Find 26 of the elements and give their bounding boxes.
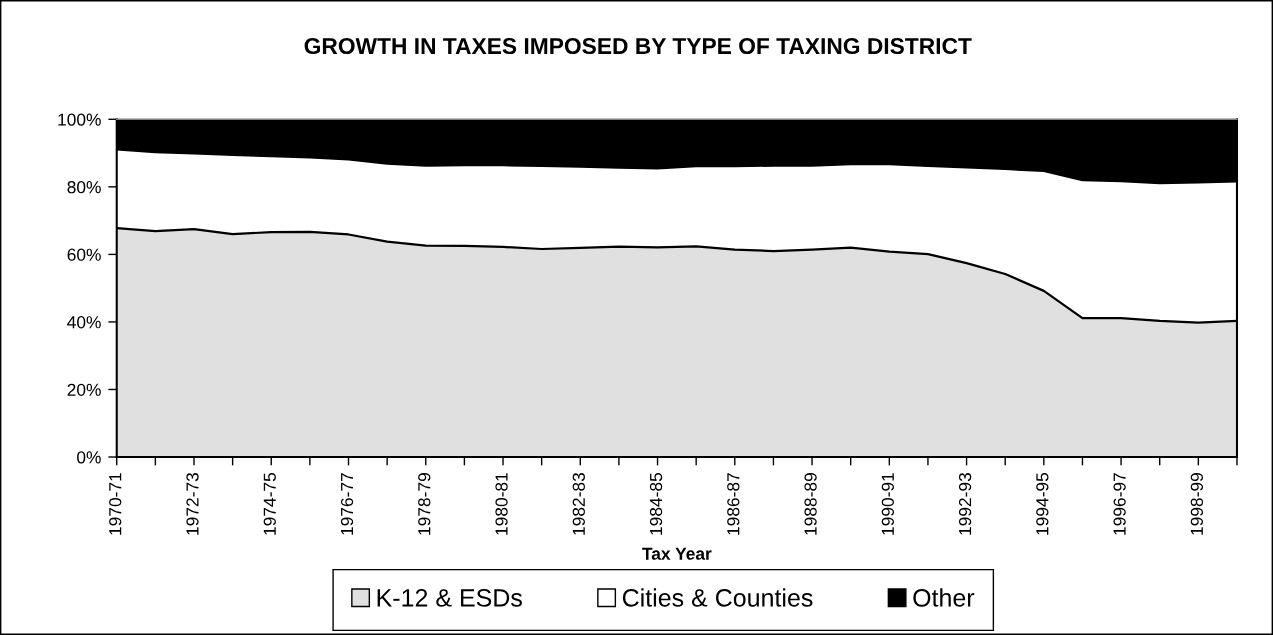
x-tick-label: 1974-75 — [263, 473, 276, 535]
x-tick-label: 1990-91 — [881, 473, 894, 535]
x-axis-title: Tax Year — [642, 547, 712, 560]
x-tick-label: 1972-73 — [186, 473, 199, 535]
x-tick-label: 1980-81 — [495, 473, 508, 535]
y-tick-label: 100% — [58, 113, 101, 126]
legend-label: K-12 & ESDs — [377, 589, 522, 607]
x-tick-label: 1984-85 — [649, 473, 663, 535]
y-tick-label: 40% — [67, 316, 101, 329]
x-tick-label: 1982-83 — [572, 473, 585, 535]
y-tick-label: 80% — [67, 181, 101, 194]
x-tick-label: 1986-87 — [727, 473, 740, 535]
x-tick-label: 1988-89 — [804, 473, 817, 535]
y-tick-label: 60% — [67, 248, 101, 261]
legend-label: Cities & Counties — [622, 588, 813, 607]
x-tick-label: 1992-93 — [958, 473, 972, 535]
legend-label: Other — [913, 588, 975, 607]
x-tick-label: 1970-71 — [109, 473, 122, 535]
chart-title: GROWTH IN TAXES IMPOSED BY TYPE OF TAXING DISTRICT — [304, 37, 972, 55]
y-tick-label: 0% — [77, 451, 101, 464]
x-tick-label: 1996-97 — [1113, 473, 1126, 535]
x-tick-label: 1994-95 — [1036, 473, 1049, 535]
x-tick-label: 1978-79 — [418, 473, 431, 535]
y-tick-label: 20% — [67, 383, 101, 396]
x-tick-label: 1976-77 — [340, 473, 354, 535]
x-tick-label: 1998-99 — [1190, 473, 1204, 535]
